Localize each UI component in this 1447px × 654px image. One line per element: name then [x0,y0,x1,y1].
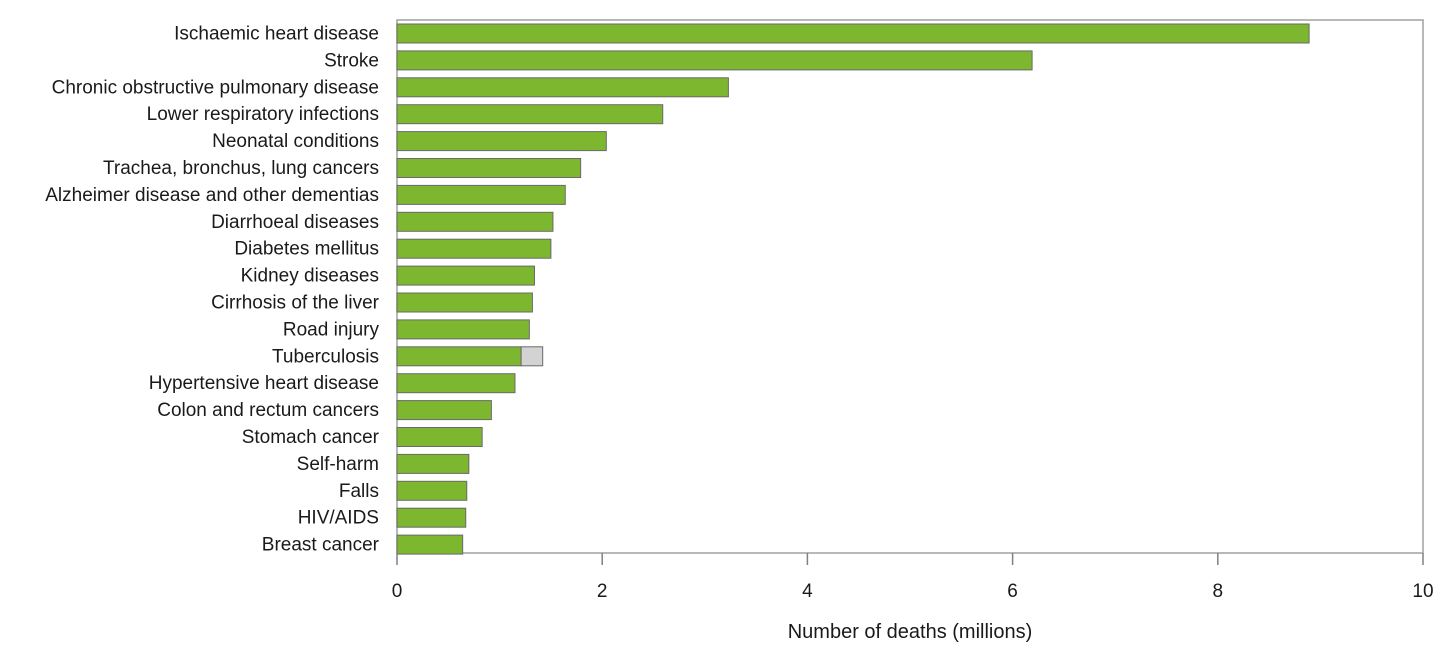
category-label: Cirrhosis of the liver [211,293,380,314]
bar [396,211,554,232]
x-tick-label: 6 [1007,581,1018,602]
x-tick-label: 4 [802,581,813,602]
bar [396,534,464,555]
x-tick-label: 8 [1213,581,1224,602]
category-label: Colon and rectum cancers [157,400,379,421]
x-tick-label: 10 [1412,581,1433,602]
category-label: Ischaemic heart disease [174,24,379,45]
category-label: Road injury [283,319,380,340]
category-label: Hypertensive heart disease [149,373,379,394]
bar [396,77,729,98]
category-label: Kidney diseases [241,266,379,287]
category-labels: Ischaemic heart disease Stroke Chronic obs… [45,24,379,556]
bar [396,104,664,125]
x-tick-label: 2 [597,581,608,602]
bar [396,265,535,286]
category-label: Breast cancer [262,535,380,556]
bar [396,292,533,313]
category-label: HIV/AIDS [298,508,379,529]
bar [396,50,1033,71]
category-label: Self-harm [297,454,379,475]
category-label: Diarrhoeal diseases [211,212,379,233]
category-label: Diabetes mellitus [234,239,379,260]
category-label: Tuberculosis [272,346,379,367]
bar [396,507,467,528]
bars-group [396,23,1310,555]
bar [396,23,1310,44]
bar [396,319,530,340]
bar [396,346,522,367]
bar [396,400,492,421]
category-label: Lower respiratory infections [147,104,379,125]
bar [396,238,552,259]
bar [396,131,607,152]
bar-extra-segment [520,346,544,367]
bar [396,184,566,205]
category-label: Stroke [324,50,379,71]
bar [396,158,582,178]
bar [396,427,483,447]
x-tick-label: 0 [392,581,403,602]
bar [396,480,468,501]
category-label: Alzheimer disease and other dementias [45,185,379,206]
x-axis-ticks: 0 2 4 6 8 10 [392,553,1434,602]
bar [396,453,470,474]
plot-area-frame [396,19,1424,554]
x-axis-title: Number of deaths (millions) [788,621,1033,643]
bar [396,373,516,394]
category-label: Chronic obstructive pulmonary disease [52,77,379,98]
category-label: Neonatal conditions [212,131,379,152]
category-label: Stomach cancer [242,427,380,448]
category-label: Falls [339,481,379,502]
category-label: Trachea, bronchus, lung cancers [103,158,379,179]
